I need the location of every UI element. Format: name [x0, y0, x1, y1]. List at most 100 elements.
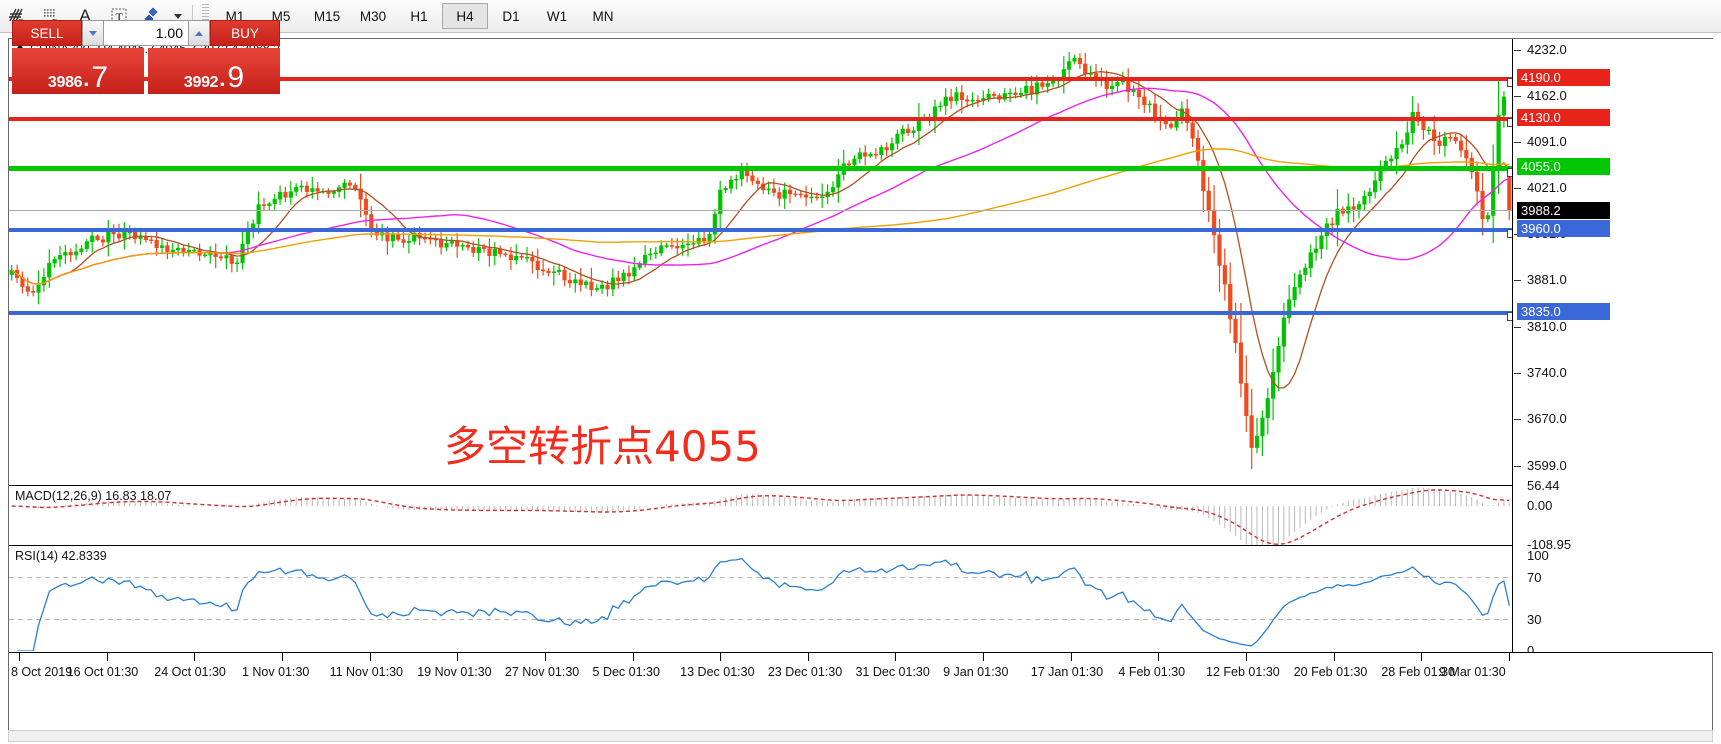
time-tick-label: 9 Mar 01:30 — [1439, 665, 1506, 679]
timeframe-mn[interactable]: MN — [592, 8, 614, 24]
buy-button[interactable]: BUY — [210, 20, 280, 46]
price-tag-support-3960[interactable]: 3960.0 — [1517, 220, 1610, 238]
time-tick — [194, 653, 196, 661]
price-pane[interactable]: CHINA300-,H4 4045.7 4045.7 3972.4 3988.2… — [9, 39, 1512, 486]
toolbar-gripper[interactable] — [202, 4, 209, 28]
price-tick-label: 4091.0 — [1527, 134, 1567, 150]
time-tick-label: 9 Jan 01:30 — [943, 665, 1009, 679]
timeframe-m5[interactable]: M5 — [271, 8, 291, 24]
time-tick-label: 17 Jan 01:30 — [1030, 665, 1104, 679]
level-handle[interactable] — [1507, 167, 1512, 177]
buy-price-display[interactable]: 3992 . 9 — [148, 48, 280, 94]
toolbar-separator — [192, 5, 193, 27]
buy-price-separator: . — [219, 66, 226, 91]
price-tick-label: 4021.0 — [1527, 180, 1567, 196]
text-tool-icon[interactable]: A — [79, 6, 91, 25]
time-axis[interactable]: 8 Oct 2019 16 Oct 01:30 24 Oct 01:30 1 Nov … — [9, 652, 1712, 738]
chart-annotation-text: 多空转折点4055 — [444, 422, 761, 471]
price-tick — [1514, 465, 1521, 467]
collapse-triangle-icon[interactable] — [15, 44, 25, 51]
price-tick-label: 3740.0 — [1527, 365, 1567, 381]
objects-dropdown-icon[interactable] — [170, 1, 186, 31]
timeframe-h4[interactable]: H4 — [442, 3, 488, 29]
level-line-3988.2[interactable] — [9, 209, 1512, 211]
time-tick-label: 24 Oct 01:30 — [154, 665, 226, 679]
timeframe-h1[interactable]: H1 — [410, 8, 428, 24]
price-tag-support-3835[interactable]: 3835.0 — [1517, 302, 1610, 320]
price-tag-last-price-3988[interactable]: 3988.2 — [1517, 201, 1610, 219]
time-tick — [1509, 653, 1510, 661]
time-tick — [983, 653, 985, 661]
time-tick — [632, 653, 634, 661]
price-tick — [1514, 49, 1521, 51]
macd-scale-label: 0.00 — [1527, 498, 1553, 514]
macd-pane[interactable]: MACD(12,26,9) 16.83 18.07 — [9, 486, 1512, 546]
rsi-label: RSI(14) 42.8339 — [15, 549, 107, 563]
volume-increment-button[interactable] — [188, 20, 210, 46]
level-line-3835[interactable] — [9, 310, 1512, 321]
price-tag-resistance-4190[interactable]: 4190.0 — [1517, 69, 1610, 87]
level-handle[interactable] — [1507, 117, 1512, 127]
time-tick-label: 28 Feb 01:30 — [1381, 665, 1456, 679]
price-series-canvas — [9, 52, 1512, 470]
price-tick-label: 3599.0 — [1527, 457, 1567, 473]
time-tick-label: 12 Feb 01:30 — [1206, 665, 1280, 679]
price-tick-label: 4232.0 — [1527, 41, 1567, 57]
level-line-4190[interactable] — [9, 77, 1512, 88]
timeframe-m15[interactable]: M15 — [313, 8, 341, 24]
price-tick — [1514, 419, 1521, 421]
rsi-pane[interactable]: RSI(14) 42.8339 — [9, 546, 1512, 652]
sell-button[interactable]: SELL — [12, 20, 82, 46]
chart-window: CHINA300-,H4 4045.7 4045.7 3972.4 3988.2… — [8, 38, 1713, 738]
level-handle[interactable] — [1507, 78, 1512, 88]
rsi-scale-label: 30 — [1527, 611, 1542, 627]
time-tick — [807, 653, 809, 661]
time-tick-label: 4 Feb 01:30 — [1118, 665, 1186, 679]
price-tick — [1514, 327, 1521, 329]
level-handle[interactable] — [1507, 229, 1512, 239]
timeframe-m30[interactable]: M30 — [359, 8, 387, 24]
time-tick-label: 23 Dec 01:30 — [767, 665, 843, 679]
time-tick-label: 13 Dec 01:30 — [680, 665, 755, 679]
price-tick-label: 3810.0 — [1527, 319, 1567, 335]
time-tick-label: 31 Dec 01:30 — [855, 665, 930, 679]
price-tick — [1514, 95, 1521, 97]
time-tick — [281, 653, 283, 661]
sell-price-separator: . — [83, 66, 90, 91]
time-tick-label: 20 Feb 01:30 — [1293, 665, 1368, 679]
time-tick — [1333, 653, 1335, 661]
horizontal-scrollbar[interactable] — [8, 730, 1713, 742]
macd-label: MACD(12,26,9) 16.83 18.07 — [15, 489, 172, 503]
price-tick-label: 3670.0 — [1527, 411, 1567, 427]
one-click-top-row: SELL 1.00 BUY — [12, 20, 280, 46]
volume-control[interactable]: 1.00 — [82, 20, 210, 46]
time-tick-label: 5 Dec 01:30 — [592, 665, 660, 679]
time-tick — [1158, 653, 1160, 661]
price-tick — [1514, 142, 1521, 144]
price-tick — [1514, 188, 1521, 190]
price-tag-pivot-4055[interactable]: 4055.0 — [1517, 157, 1610, 175]
sell-price-display[interactable]: 3986 . 7 — [12, 48, 144, 94]
volume-decrement-button[interactable] — [82, 20, 104, 46]
time-tick-label: 11 Nov 01:30 — [329, 665, 404, 679]
volume-input[interactable]: 1.00 — [104, 20, 188, 46]
price-tag-resistance-4130[interactable]: 4130.0 — [1517, 108, 1610, 126]
price-tick-label: 4162.0 — [1527, 87, 1567, 103]
price-axis[interactable]: 4232.04162.04091.04021.03951.03881.03810… — [1512, 39, 1713, 658]
rsi-series-canvas — [9, 557, 1512, 652]
level-line-4055[interactable] — [9, 165, 1512, 177]
time-tick-label: 1 Nov 01:30 — [241, 665, 310, 679]
rsi-scale-label: 0 — [1527, 643, 1535, 658]
one-click-trading-panel[interactable]: SELL 1.00 BUY 3986 . 7 3992 . 9 — [12, 20, 280, 94]
timeframe-w1[interactable]: W1 — [546, 8, 568, 24]
macd-scale-label: -108.95 — [1527, 537, 1572, 552]
level-line-4130[interactable] — [9, 116, 1512, 127]
sell-price-fraction: 7 — [91, 61, 109, 94]
level-line-3960[interactable] — [9, 228, 1512, 239]
timeframe-d1[interactable]: D1 — [502, 8, 520, 24]
timeframe-m1[interactable]: M1 — [225, 8, 245, 24]
one-click-price-row: 3986 . 7 3992 . 9 — [12, 48, 280, 94]
time-tick — [457, 653, 459, 661]
level-handle[interactable] — [1507, 311, 1512, 321]
price-tick — [1514, 280, 1521, 282]
